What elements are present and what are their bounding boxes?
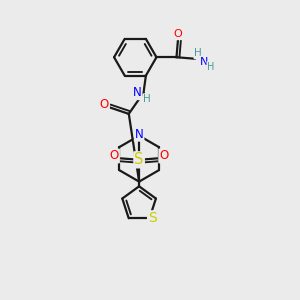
Text: N: N bbox=[200, 57, 209, 67]
Text: H: H bbox=[207, 62, 214, 72]
Text: S: S bbox=[148, 211, 157, 225]
Text: O: O bbox=[174, 29, 182, 39]
Text: N: N bbox=[133, 86, 141, 99]
Text: O: O bbox=[110, 149, 119, 163]
Text: O: O bbox=[100, 98, 109, 111]
Text: H: H bbox=[194, 48, 202, 59]
Text: H: H bbox=[143, 94, 151, 104]
Text: S: S bbox=[134, 152, 144, 167]
Text: O: O bbox=[159, 149, 169, 163]
Text: N: N bbox=[135, 128, 143, 141]
